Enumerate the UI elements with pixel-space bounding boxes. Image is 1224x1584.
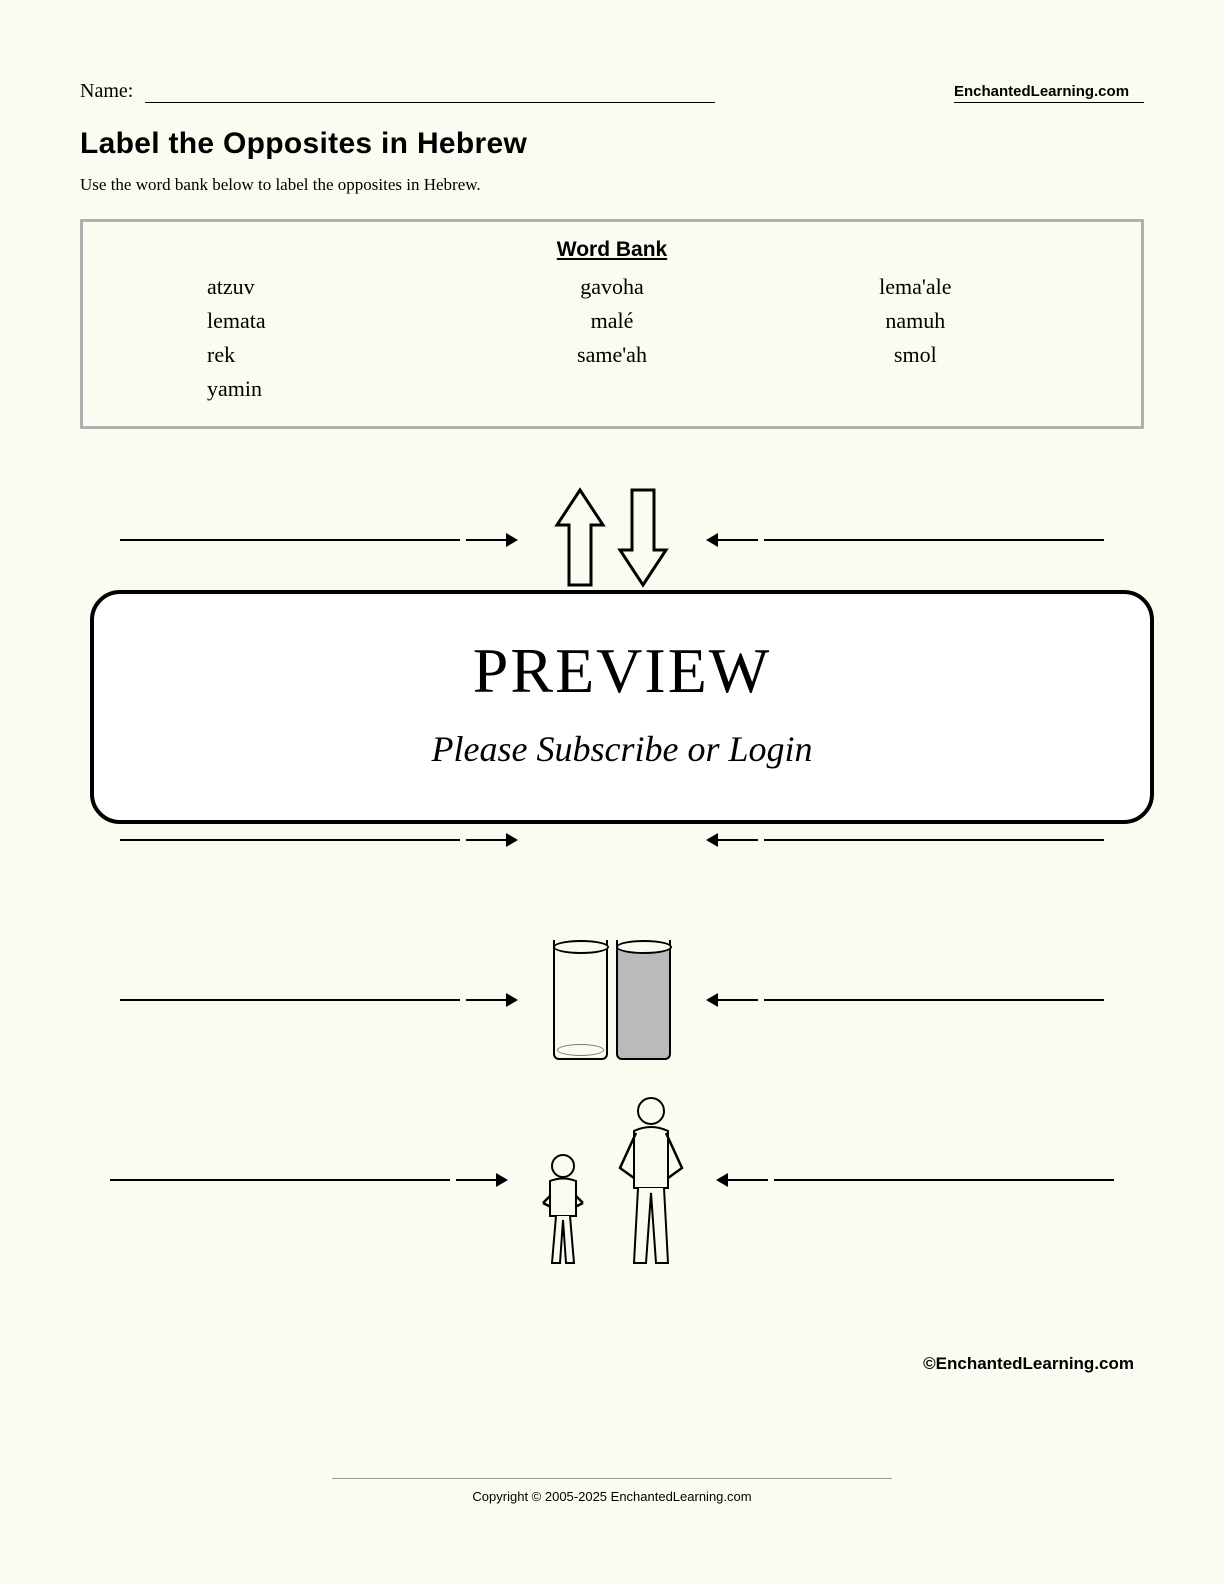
answer-blank[interactable]	[120, 839, 460, 842]
instructions-text: Use the word bank below to label the opp…	[80, 175, 1144, 195]
word-bank-box: Word Bank atzuv gavoha lema'ale lemata m…	[80, 219, 1144, 429]
word-bank-word: rek	[167, 342, 450, 368]
page-title: Label the Opposites in Hebrew	[80, 127, 1144, 161]
footer-divider	[332, 1478, 892, 1479]
answer-blank[interactable]	[764, 539, 1104, 542]
page-footer: Copyright © 2005-2025 EnchantedLearning.…	[0, 1478, 1224, 1504]
answer-blank[interactable]	[120, 999, 460, 1002]
arrow-down-icon	[616, 485, 671, 595]
word-bank-word: lemata	[167, 308, 450, 334]
graphic-up-down-arrows	[522, 485, 702, 595]
name-blank-line[interactable]	[145, 83, 715, 103]
word-bank-word: lema'ale	[774, 274, 1057, 300]
answer-blank[interactable]	[110, 1179, 450, 1182]
header-row: Name: EnchantedLearning.com	[80, 80, 1144, 103]
copyright-watermark: ©EnchantedLearning.com	[923, 1354, 1134, 1374]
word-bank-grid: atzuv gavoha lema'ale lemata malé namuh …	[107, 274, 1117, 402]
word-bank-word: yamin	[167, 376, 450, 402]
answer-blank[interactable]	[764, 839, 1104, 842]
pointer-arrow-right-icon	[456, 1179, 506, 1182]
tall-person-icon	[606, 1093, 696, 1268]
word-bank-word: atzuv	[167, 274, 450, 300]
short-person-icon	[528, 1148, 598, 1268]
word-bank-word: same'ah	[470, 342, 753, 368]
exercise-row	[80, 915, 1144, 1085]
answer-blank[interactable]	[764, 999, 1104, 1002]
word-bank-word: malé	[470, 308, 753, 334]
footer-copyright: Copyright © 2005-2025 EnchantedLearning.…	[472, 1489, 751, 1504]
pointer-arrow-left-icon	[708, 839, 758, 842]
site-label: EnchantedLearning.com	[954, 83, 1144, 103]
pointer-arrow-right-icon	[466, 999, 516, 1002]
exercise-area	[80, 465, 1144, 1275]
name-label: Name:	[80, 80, 133, 103]
pointer-arrow-right-icon	[466, 539, 516, 542]
name-field-group: Name:	[80, 80, 715, 103]
answer-blank[interactable]	[120, 539, 460, 542]
empty-glass-icon	[553, 940, 608, 1060]
pointer-arrow-left-icon	[708, 539, 758, 542]
answer-blank[interactable]	[774, 1179, 1114, 1182]
graphic-people-heights	[512, 1093, 712, 1268]
preview-subtitle: Please Subscribe or Login	[114, 728, 1130, 770]
pointer-arrow-left-icon	[718, 1179, 768, 1182]
exercise-row	[80, 1085, 1144, 1275]
pointer-arrow-left-icon	[708, 999, 758, 1002]
word-bank-word: namuh	[774, 308, 1057, 334]
arrow-up-icon	[553, 485, 608, 595]
word-bank-word: smol	[774, 342, 1057, 368]
full-glass-icon	[616, 940, 671, 1060]
word-bank-title: Word Bank	[107, 238, 1117, 262]
word-bank-word: gavoha	[470, 274, 753, 300]
preview-title: PREVIEW	[114, 634, 1130, 708]
preview-overlay: PREVIEW Please Subscribe or Login	[90, 590, 1154, 824]
graphic-glasses	[522, 940, 702, 1060]
pointer-arrow-right-icon	[466, 839, 516, 842]
